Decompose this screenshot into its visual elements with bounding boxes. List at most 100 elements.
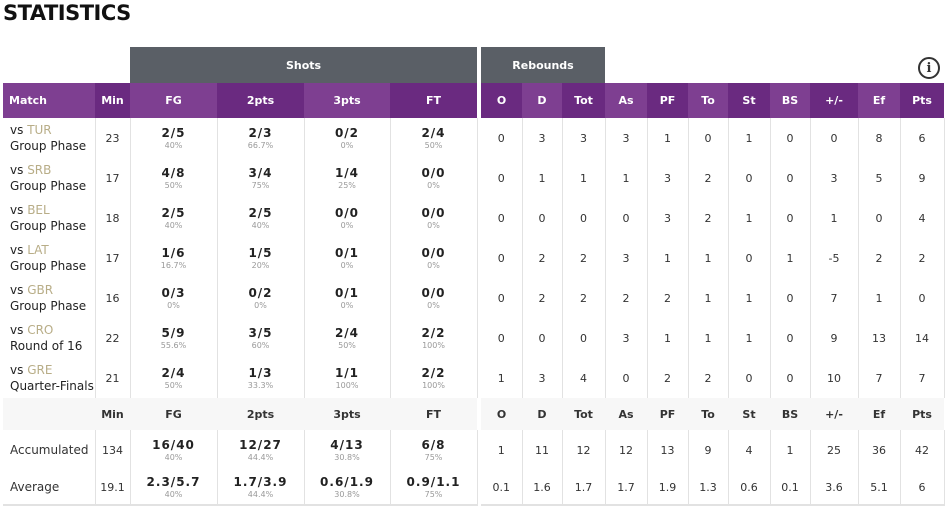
min-cell: 18: [95, 198, 131, 238]
to-cell: 2: [688, 198, 729, 238]
opponent-link[interactable]: GRE: [27, 363, 53, 377]
column-header-tot[interactable]: Tot: [562, 83, 605, 118]
phase-label: Group Phase: [10, 139, 87, 153]
o-cell: 0: [481, 118, 523, 158]
ft-percentage: 0%: [427, 181, 440, 190]
p2-made-attempted: 3/4: [248, 166, 273, 180]
column-header-o[interactable]: O: [481, 83, 522, 118]
as-cell: 3: [605, 238, 648, 278]
column-header-pm[interactable]: +/-: [810, 83, 858, 118]
summary-header-pf: PF: [647, 398, 688, 430]
spacer: [477, 398, 481, 430]
summary-header-as: As: [605, 398, 647, 430]
ft-made-attempted: 2/2: [421, 326, 446, 340]
table-row: vs BEL Group Phase 18 2/5 40% 2/5 40% 0/0 0% 0/0 0…: [3, 198, 945, 238]
opponent-link[interactable]: LAT: [27, 243, 49, 257]
bs-cell: 0: [770, 158, 811, 198]
spacer: [477, 318, 481, 358]
fg-percentage: 16.7%: [160, 261, 187, 270]
ft-percentage: 75%: [424, 490, 443, 499]
column-spacer: [477, 83, 481, 118]
page-title: STATISTICS: [3, 1, 131, 25]
ft-cell: 2/4 50%: [390, 118, 478, 158]
fg-cell: 2/5 40%: [130, 198, 218, 238]
as-cell: 0: [605, 358, 648, 398]
p3-percentage: 0%: [340, 261, 354, 270]
column-header-as[interactable]: As: [605, 83, 647, 118]
fg-cell: 4/8 50%: [130, 158, 218, 198]
p3-made-attempted: 2/4: [334, 326, 360, 340]
ef-cell: 8: [858, 118, 901, 158]
fg-cell: 16/40 40%: [130, 430, 218, 470]
phase-label: Quarter-Finals: [10, 379, 94, 393]
match-cell: vs SRB Group Phase: [3, 158, 96, 198]
opponent-link[interactable]: BEL: [27, 203, 50, 217]
p3-percentage: 30.8%: [334, 453, 360, 462]
summary-header-p2: 2pts: [217, 398, 304, 430]
column-header-d[interactable]: D: [522, 83, 562, 118]
tot-cell: 0: [562, 198, 606, 238]
match-cell: vs TUR Group Phase: [3, 118, 96, 158]
ef-cell: 5: [858, 158, 901, 198]
column-header-p2[interactable]: 2pts: [217, 83, 304, 118]
d-cell: 11: [522, 430, 563, 470]
spacer: [477, 278, 481, 318]
info-icon[interactable]: i: [918, 57, 940, 79]
p2-cell: 12/27 44.4%: [217, 430, 305, 470]
p3-made-attempted: 0/1: [334, 286, 360, 300]
column-header-to[interactable]: To: [688, 83, 728, 118]
p2-made-attempted: 0/2: [248, 286, 273, 300]
d-cell: 1: [522, 158, 563, 198]
ft-made-attempted: 0.9/1.1: [406, 475, 461, 489]
column-header-fg[interactable]: FG: [130, 83, 217, 118]
opponent-link[interactable]: GBR: [27, 283, 54, 297]
opponent-link[interactable]: SRB: [27, 163, 52, 177]
pm-cell: 3.6: [810, 470, 859, 506]
spacer: [477, 470, 481, 505]
ef-cell: 5.1: [858, 470, 901, 506]
column-header-p3[interactable]: 3pts: [304, 83, 390, 118]
opponent-link[interactable]: CRO: [27, 323, 54, 337]
column-header-min[interactable]: Min: [95, 83, 130, 118]
p3-percentage: 0%: [340, 221, 354, 230]
match-cell: vs CRO Round of 16: [3, 318, 96, 358]
p3-percentage: 30.8%: [334, 490, 360, 499]
fg-made-attempted: 0/3: [161, 286, 186, 300]
p3-cell: 0/0 0%: [304, 198, 391, 238]
o-cell: 1: [481, 430, 523, 470]
column-header-bs[interactable]: BS: [770, 83, 810, 118]
stats-table: Match Min FG 2pts 3pts FT O D Tot As PF To St BS +/- Ef…: [3, 83, 945, 506]
column-header-match[interactable]: Match: [3, 83, 95, 118]
pm-cell: 9: [810, 318, 859, 358]
min-cell: 22: [95, 318, 131, 358]
ft-percentage: 75%: [424, 453, 443, 462]
pm-cell: 1: [810, 198, 859, 238]
pf-cell: 1.9: [647, 470, 689, 506]
column-header-ef[interactable]: Ef: [858, 83, 900, 118]
pts-cell: 9: [900, 158, 945, 198]
phase-label: Group Phase: [10, 219, 87, 233]
p3-made-attempted: 0/0: [334, 206, 360, 220]
bs-cell: 0: [770, 318, 811, 358]
ft-made-attempted: 0/0: [421, 286, 446, 300]
bs-cell: 1: [770, 238, 811, 278]
summary-header-bs: BS: [770, 398, 810, 430]
vs-label: vs: [10, 163, 24, 177]
fg-percentage: 40%: [164, 490, 183, 499]
column-header-pts[interactable]: Pts: [900, 83, 944, 118]
match-cell: vs GRE Quarter-Finals: [3, 358, 96, 398]
bs-cell: 0: [770, 198, 811, 238]
column-header-ft[interactable]: FT: [390, 83, 477, 118]
fg-cell: 2/4 50%: [130, 358, 218, 398]
ft-cell: 0/0 0%: [390, 238, 478, 278]
fg-made-attempted: 2/5: [161, 126, 186, 140]
column-header-st[interactable]: St: [728, 83, 770, 118]
p2-percentage: 0%: [254, 301, 267, 310]
summary-header-to: To: [688, 398, 728, 430]
summary-header-st: St: [728, 398, 770, 430]
column-header-pf[interactable]: PF: [647, 83, 688, 118]
as-cell: 12: [605, 430, 648, 470]
as-cell: 0: [605, 198, 648, 238]
opponent-link[interactable]: TUR: [27, 123, 52, 137]
spacer: [477, 198, 481, 238]
